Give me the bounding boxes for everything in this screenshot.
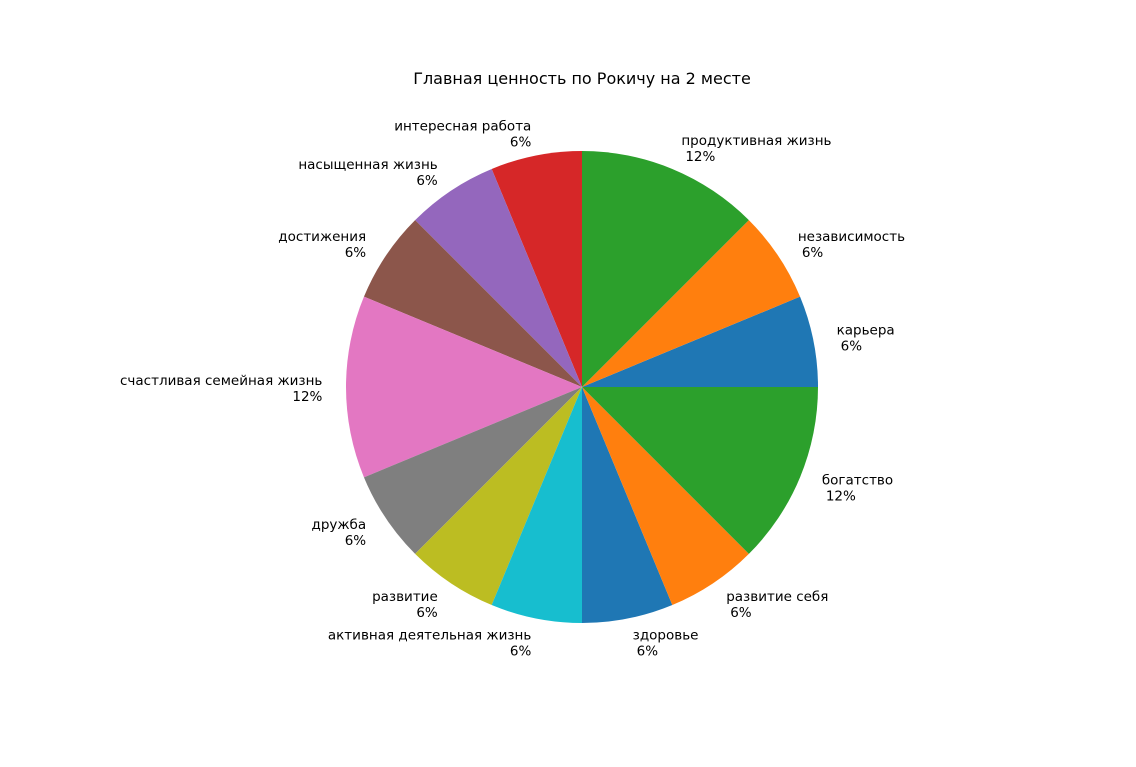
slice-percent-label: 12% xyxy=(826,488,856,504)
pie-slice xyxy=(345,296,582,478)
slice-label: активная деятельная жизнь 6% xyxy=(328,628,532,660)
slice-category-label: карьера xyxy=(837,322,895,338)
slice-category-label: здоровье xyxy=(633,628,699,644)
slice-percent-label: 6% xyxy=(510,644,532,660)
slice-label: насыщенная жизнь 6% xyxy=(298,157,438,189)
slice-category-label: развитие себя xyxy=(726,589,828,605)
slice-category-label: интересная работа xyxy=(394,118,531,134)
slice-label: развитие себя 6% xyxy=(726,589,828,621)
pie-slice xyxy=(582,387,673,623)
slice-percent-label: 12% xyxy=(292,389,322,405)
slice-percent-label: 6% xyxy=(802,245,824,261)
slice-percent-label: 6% xyxy=(345,245,367,261)
slice-percent-label: 6% xyxy=(416,173,438,189)
pie-slice xyxy=(491,151,582,387)
pie-slice xyxy=(582,387,818,554)
slice-category-label: активная деятельная жизнь xyxy=(328,628,531,644)
slice-label: дружба 6% xyxy=(311,517,366,549)
pie-slice xyxy=(582,387,749,606)
pie-slice xyxy=(491,387,582,623)
slice-label: продуктивная жизнь 12% xyxy=(681,133,831,165)
pie-slice xyxy=(363,220,582,387)
slice-label: развитие 6% xyxy=(372,589,438,621)
slice-label: богатство 12% xyxy=(822,472,893,504)
slice-percent-label: 6% xyxy=(730,605,752,621)
slice-label: карьера 6% xyxy=(837,322,895,354)
slice-category-label: независимость xyxy=(798,229,905,245)
slice-label: независимость 6% xyxy=(798,229,905,261)
slice-category-label: насыщенная жизнь xyxy=(298,157,437,173)
slice-label: здоровье 6% xyxy=(633,628,699,660)
slice-percent-label: 12% xyxy=(685,149,715,165)
pie-slice xyxy=(415,387,582,606)
slice-category-label: развитие xyxy=(372,589,438,605)
pie-slice xyxy=(415,168,582,387)
slice-percent-label: 6% xyxy=(510,134,532,150)
slice-percent-label: 6% xyxy=(416,605,438,621)
pie-slice xyxy=(582,220,801,387)
slice-category-label: достижения xyxy=(278,229,366,245)
chart-title: Главная ценность по Рокичу на 2 месте xyxy=(413,69,751,88)
pie-labels: карьера 6%независимость 6%продуктивная жиз… xyxy=(120,118,905,659)
slice-category-label: дружба xyxy=(311,517,366,533)
slice-category-label: продуктивная жизнь xyxy=(681,133,831,149)
slice-category-label: богатство xyxy=(822,472,893,488)
pie-slices xyxy=(345,151,818,623)
slice-label: интересная работа 6% xyxy=(394,118,531,150)
slice-percent-label: 6% xyxy=(637,644,659,660)
pie-slice xyxy=(363,387,582,554)
slice-percent-label: 6% xyxy=(345,533,367,549)
slice-percent-label: 6% xyxy=(841,338,863,354)
slice-label: счастливая семейная жизнь 12% xyxy=(120,373,323,405)
slice-category-label: счастливая семейная жизнь xyxy=(120,373,322,389)
pie-slice xyxy=(582,296,818,387)
pie-slice xyxy=(582,151,749,387)
slice-label: достижения 6% xyxy=(278,229,366,261)
